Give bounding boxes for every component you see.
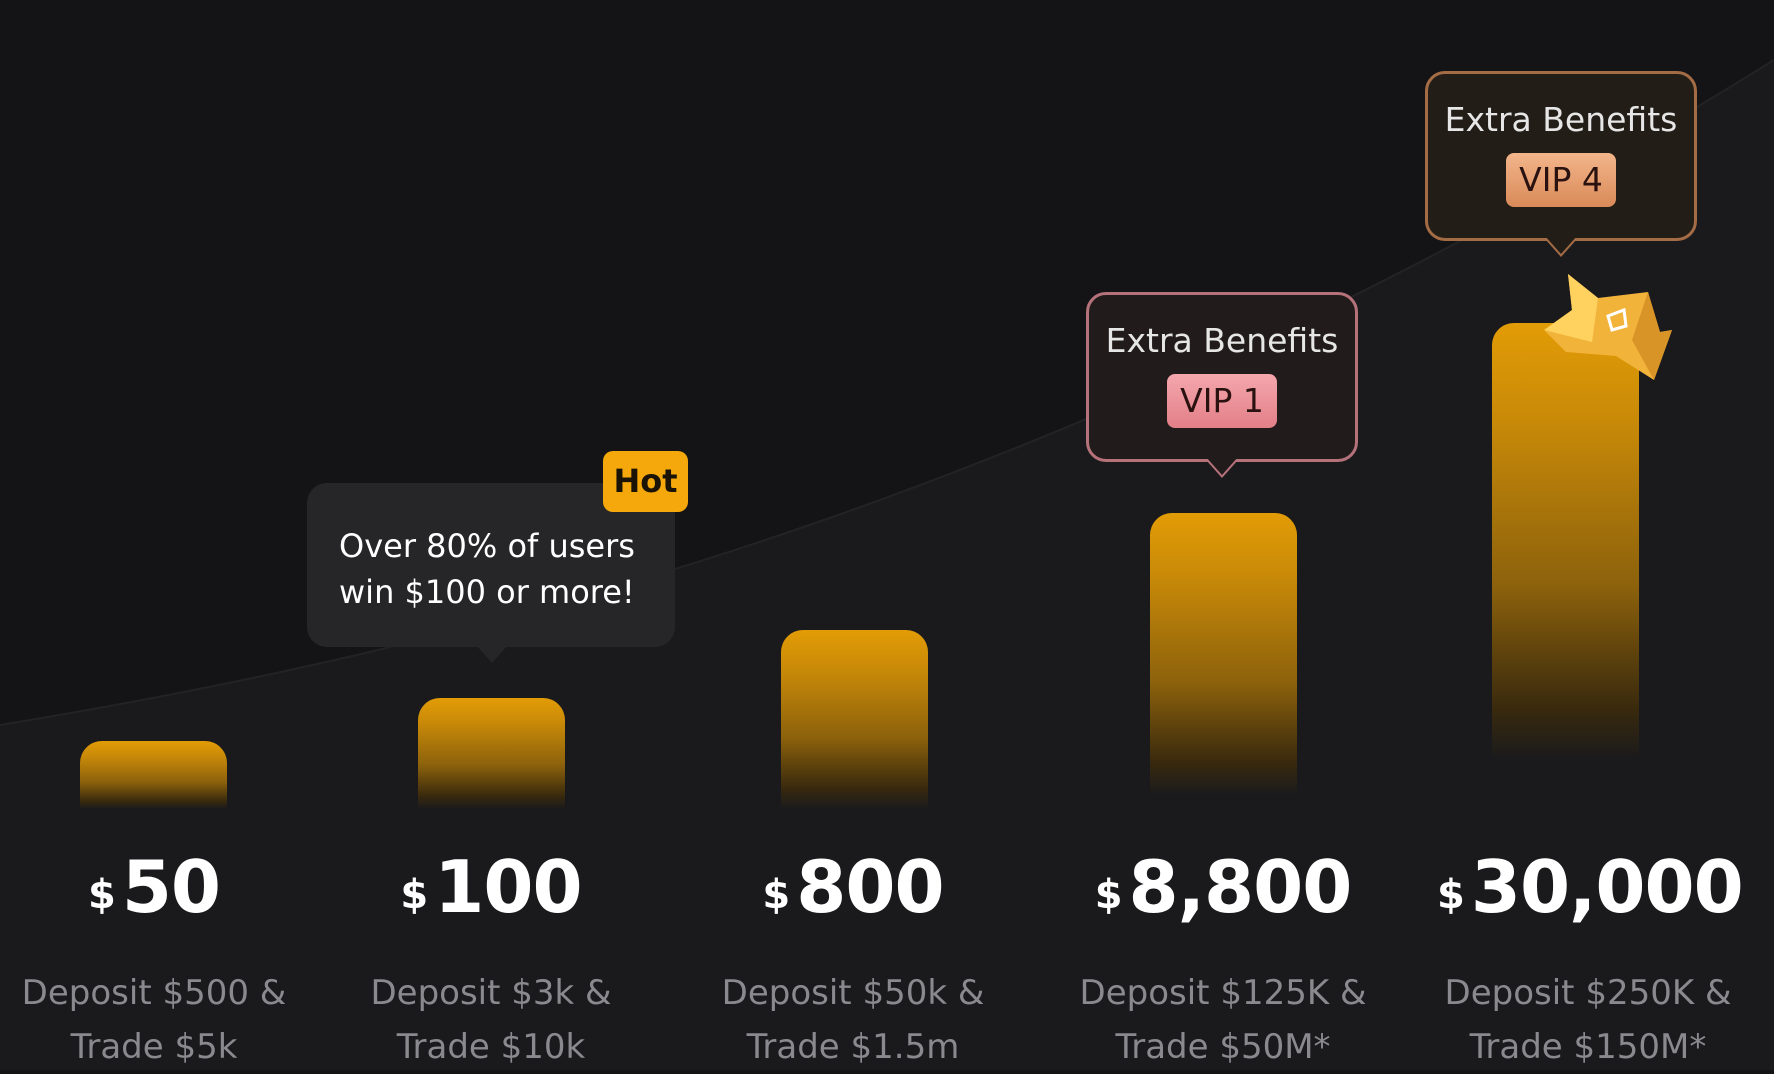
tier-bar-2 <box>418 698 565 809</box>
vip-badge: VIP 1 <box>1167 374 1277 428</box>
currency-symbol: $ <box>87 872 116 918</box>
reward-value: 30,000 <box>1470 845 1744 929</box>
extra-benefits-vip4-card: Extra Benefits VIP 4 <box>1425 71 1697 241</box>
trade-requirement: Trade $5k <box>70 1027 238 1067</box>
extra-benefits-vip1-card: Extra Benefits VIP 1 <box>1086 292 1358 462</box>
benefit-arrow-fill <box>1545 236 1577 254</box>
deposit-requirement: Deposit $500 & <box>21 973 287 1013</box>
tier-requirement-1: Deposit $500 & Trade $5k <box>0 966 334 1074</box>
tier-amount-4: $8,800 <box>1073 845 1373 929</box>
currency-symbol: $ <box>762 872 791 918</box>
benefit-arrow-fill <box>1206 457 1238 475</box>
tooltip-line-2: win $100 or more! <box>339 573 635 611</box>
reward-value: 50 <box>121 845 221 929</box>
trade-requirement: Trade $150M* <box>1469 1027 1707 1067</box>
reward-value: 8,800 <box>1128 845 1353 929</box>
reward-value: 800 <box>796 845 944 929</box>
hot-tooltip: Over 80% of users win $100 or more! <box>307 483 675 647</box>
trade-requirement: Trade $10k <box>396 1027 586 1067</box>
tier-requirement-4: Deposit $125K & Trade $50M* <box>1043 966 1403 1074</box>
currency-symbol: $ <box>1437 872 1465 918</box>
deposit-requirement: Deposit $50k & <box>721 973 985 1013</box>
trade-requirement: Trade $1.5m <box>746 1027 960 1067</box>
deposit-requirement: Deposit $125K & <box>1079 973 1367 1013</box>
currency-symbol: $ <box>400 872 429 918</box>
trade-requirement: Trade $50M* <box>1115 1027 1331 1067</box>
crown-icon <box>1544 274 1672 380</box>
currency-symbol: $ <box>1094 872 1123 918</box>
tier-bar-4 <box>1150 513 1297 795</box>
hot-badge: Hot <box>603 451 688 512</box>
tier-amount-3: $800 <box>703 845 1003 929</box>
tier-bar-3 <box>781 630 928 809</box>
tier-requirement-5: Deposit $250K & Trade $150M* <box>1408 966 1768 1074</box>
tier-requirement-3: Deposit $50k & Trade $1.5m <box>673 966 1033 1074</box>
deposit-requirement: Deposit $250K & <box>1444 973 1732 1013</box>
reward-value: 100 <box>434 845 582 929</box>
tooltip-arrow <box>476 645 508 663</box>
tooltip-line-1: Over 80% of users <box>339 527 635 565</box>
tier-requirement-2: Deposit $3k & Trade $10k <box>311 966 671 1074</box>
tier-bar-1 <box>80 741 227 809</box>
tier-amount-5: $30,000 <box>1437 845 1744 929</box>
deposit-requirement: Deposit $3k & <box>370 973 612 1013</box>
tier-bar-5 <box>1492 323 1639 760</box>
tier-amount-1: $50 <box>4 845 304 929</box>
vip-badge: VIP 4 <box>1506 153 1616 207</box>
tier-amount-2: $100 <box>341 845 641 929</box>
extra-benefits-title: Extra Benefits <box>1105 321 1339 360</box>
extra-benefits-title: Extra Benefits <box>1444 100 1678 139</box>
